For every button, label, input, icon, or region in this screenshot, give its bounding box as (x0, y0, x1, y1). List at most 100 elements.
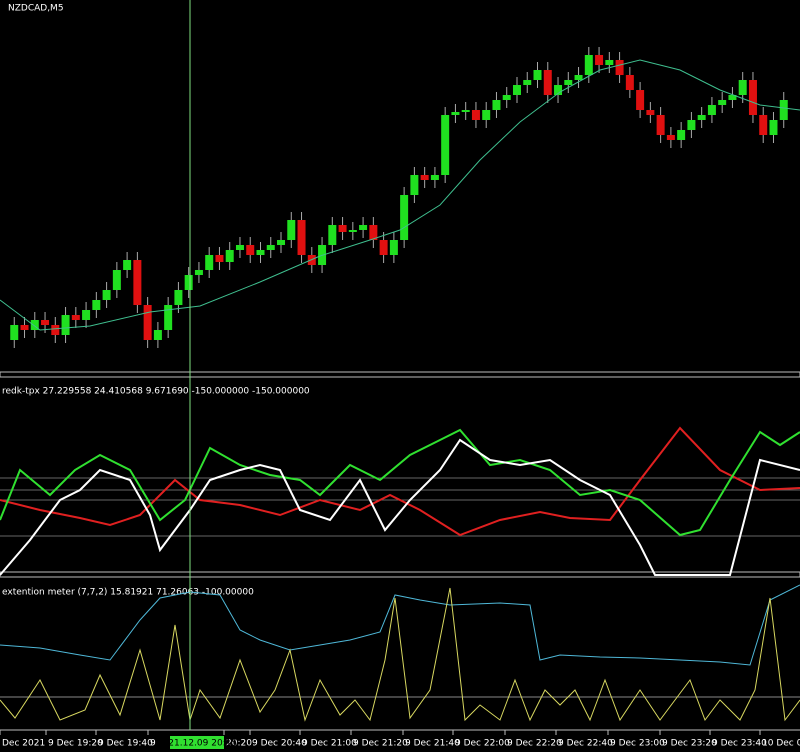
candle-body (564, 80, 573, 85)
time-label: 9 Dec 19:40 (98, 739, 153, 749)
candle-body (348, 230, 357, 232)
candle-body (656, 115, 665, 135)
chart-title: NZDCAD,M5 (8, 4, 64, 14)
candle-body (41, 320, 50, 325)
candle-body (441, 115, 450, 175)
candle-body (707, 105, 716, 115)
candle-body (410, 175, 419, 195)
candle-body (554, 85, 563, 95)
candle-body (482, 110, 491, 120)
candle-body (205, 255, 214, 270)
candle-body (461, 110, 470, 112)
candle-body (256, 250, 265, 255)
candle-body (20, 325, 29, 330)
candles (10, 47, 788, 348)
candle-body (451, 112, 460, 115)
candle-body (338, 225, 347, 232)
candle-body (687, 120, 696, 130)
candle-body (225, 250, 234, 262)
candle-body (584, 55, 593, 75)
candle-body (61, 315, 70, 335)
candle-body (153, 330, 162, 340)
time-label: 9 Dec 21:00 (302, 739, 357, 749)
candle-body (492, 100, 501, 110)
candle-body (430, 175, 439, 180)
candle-body (779, 100, 788, 120)
candle-body (277, 240, 286, 245)
candle-body (420, 175, 429, 180)
time-label: 9 Dec 22:40 (558, 739, 613, 749)
candle-body (615, 60, 624, 75)
indicator-line (0, 426, 800, 537)
separator (0, 571, 800, 578)
candle-body (123, 260, 132, 270)
time-label: Dec 2021 (2, 739, 45, 749)
time-label: 9 Dec 21:20 (353, 739, 408, 749)
candle-body (728, 95, 737, 100)
candle-body (389, 240, 398, 255)
candle-body (543, 70, 552, 95)
candle-body (112, 270, 121, 290)
candle-body (164, 305, 173, 330)
candle-body (82, 310, 91, 320)
indicator-line (0, 587, 800, 722)
candle-body (512, 85, 521, 95)
candle-body (677, 130, 686, 140)
candle-body (359, 225, 368, 230)
candle-body (194, 270, 203, 275)
indicator-label: extention meter (7,7,2) 15.81921 71.2606… (2, 588, 254, 598)
candle-body (10, 325, 19, 340)
candle-body (379, 240, 388, 255)
candle-body (533, 70, 542, 80)
time-label: 9 Dec 22:20 (507, 739, 562, 749)
cursor-label: 2021.12.09 20:15 (157, 739, 237, 749)
cursor-label-box (170, 736, 224, 749)
candle-body (738, 80, 747, 95)
indicator-label: redk-tpx 27.229558 24.410568 9.671690 -1… (2, 387, 310, 397)
candle-body (595, 55, 604, 65)
candle-body (297, 220, 306, 255)
candle-body (184, 275, 193, 290)
candle-body (246, 245, 255, 255)
time-label: 10 Dec 0 (762, 739, 800, 749)
candle-body (769, 120, 778, 135)
candle-body (287, 220, 296, 240)
time-label: 20:20 (226, 739, 252, 749)
candle-body (174, 290, 183, 305)
candle-body (143, 305, 152, 340)
candle-body (30, 320, 39, 330)
indicator-line (0, 584, 800, 666)
time-label: 9 Dec 19:20 (48, 739, 103, 749)
candle-body (625, 75, 634, 90)
candle-body (215, 255, 224, 262)
candle-body (92, 300, 101, 310)
time-label: 9 Dec 23:40 (712, 739, 767, 749)
candle-body (748, 80, 757, 115)
candle-body (666, 135, 675, 140)
indicator-line (0, 438, 800, 576)
candle-body (266, 245, 275, 250)
time-label: 9 Dec 22:00 (455, 739, 510, 749)
time-label: 9 Dec 23:00 (610, 739, 665, 749)
candle-body (369, 225, 378, 240)
time-label: 9 Dec 20:40 (252, 739, 307, 749)
time-label: 9 Dec 23:20 (662, 739, 717, 749)
candle-body (523, 80, 532, 85)
candle-body (71, 315, 80, 320)
candle-body (646, 110, 655, 115)
candle-body (574, 75, 583, 80)
time-label: 9 (150, 739, 156, 749)
candle-body (697, 115, 706, 120)
time-axis: Dec 2021 9 Dec 19:209 Dec 19:409 20:20 9 De… (0, 730, 800, 749)
candle-body (102, 290, 111, 300)
candle-body (502, 95, 511, 100)
candle-body (133, 260, 142, 305)
candle-body (759, 115, 768, 135)
indicator-line (0, 428, 800, 537)
candle-body (400, 195, 409, 240)
moving-average (0, 59, 800, 331)
time-label: 9 Dec 21:40 (405, 739, 460, 749)
